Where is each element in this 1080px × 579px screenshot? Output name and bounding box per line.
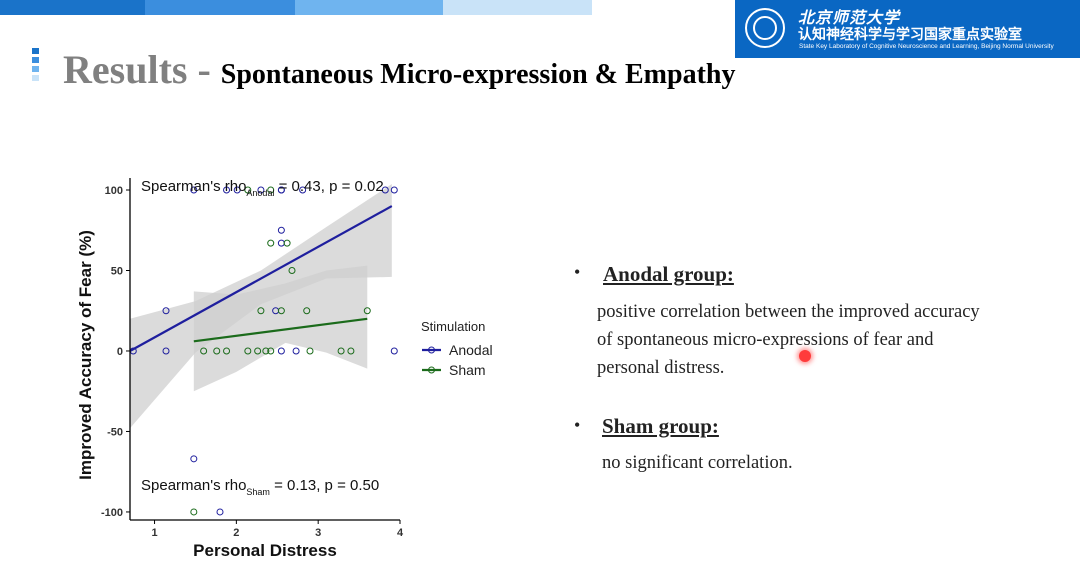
top-bar-segment-3: [295, 0, 443, 15]
y-tick-label: 100: [105, 185, 123, 197]
data-point-sham: [200, 347, 208, 355]
accent-mark: [32, 48, 39, 54]
data-point-anodal: [292, 347, 300, 355]
data-point-sham: [347, 347, 355, 355]
data-point-sham: [306, 347, 314, 355]
data-point-anodal: [390, 186, 398, 194]
y-tick-label: -50: [107, 426, 123, 438]
data-point-anodal: [277, 186, 285, 194]
data-point-anodal: [190, 186, 198, 194]
bullet-dot: •: [574, 262, 581, 282]
title-accent-marks: [32, 48, 39, 84]
data-point-sham: [262, 347, 270, 355]
annotations: Spearman's rhoAnodal = 0.43, p = 0.02 Spe…: [141, 178, 384, 497]
legend-label-anodal: Anodal: [449, 342, 493, 358]
data-point-anodal: [233, 186, 241, 194]
legend-label-sham: Sham: [449, 362, 486, 378]
fit-lines: [129, 205, 393, 352]
x-tick-label: 3: [315, 527, 321, 539]
bullet-line: personal distress.: [597, 358, 725, 378]
data-point-sham: [190, 508, 198, 516]
data-point-sham: [267, 239, 275, 247]
data-points: [129, 186, 398, 516]
data-point-sham: [267, 347, 275, 355]
legend: Stimulation Anodal Sham: [421, 319, 493, 378]
ci-band-anodal: [130, 184, 392, 429]
y-tick-label: -100: [101, 507, 123, 519]
data-point-sham: [283, 239, 291, 247]
title-subtitle: Spontaneous Micro-expression & Empathy: [220, 59, 736, 90]
bullet-line: no significant correlation.: [602, 453, 793, 473]
confidence-bands: [130, 184, 392, 429]
data-point-anodal: [162, 347, 170, 355]
y-tick-label: 50: [111, 265, 123, 277]
y-axis-label: Improved Accuracy of Fear (%): [76, 230, 95, 480]
data-point-sham: [277, 307, 285, 315]
logo-university-name: 北京师范大学: [798, 8, 901, 27]
accent-mark: [32, 66, 39, 72]
data-point-sham: [254, 347, 262, 355]
data-point-sham: [244, 347, 252, 355]
lab-logo: 北京师范大学 认知神经科学与学习国家重点实验室 State Key Labora…: [735, 0, 1080, 58]
data-point-anodal: [162, 307, 170, 315]
bullet-dot: •: [574, 415, 581, 435]
data-point-sham: [213, 347, 221, 355]
fit-line-anodal: [129, 205, 393, 352]
data-point-sham: [303, 307, 311, 315]
bullet-heading-sham: Sham group:: [602, 414, 719, 438]
data-point-anodal: [277, 347, 285, 355]
slide-title: Results - Spontaneous Micro-expression &…: [63, 46, 735, 93]
data-point-sham: [244, 186, 252, 194]
axes: -100 -50 0 50 100 1 2 3 4 Personal Distress Improv…: [76, 178, 404, 560]
university-emblem-icon: [745, 8, 785, 48]
data-point-sham: [337, 347, 345, 355]
accent-mark: [32, 57, 39, 63]
ci-band-sham: [193, 265, 368, 392]
x-axis-label: Personal Distress: [193, 541, 337, 560]
legend-title: Stimulation: [421, 319, 485, 334]
bullet-heading-anodal: Anodal group:: [603, 262, 734, 286]
data-point-anodal: [381, 186, 389, 194]
fit-line-sham: [193, 317, 368, 343]
bullet-line: of spontaneous micro-expressions of fear…: [597, 330, 934, 350]
data-point-sham: [288, 266, 296, 274]
data-point-anodal: [257, 186, 265, 194]
data-point-anodal: [223, 186, 231, 194]
top-bar-segment-4: [443, 0, 592, 15]
laser-pointer-dot: [799, 350, 811, 362]
title-dash: -: [197, 47, 211, 92]
data-point-anodal: [277, 226, 285, 234]
title-main: Results: [63, 47, 188, 92]
x-tick-label: 4: [397, 527, 404, 539]
top-color-bar: [0, 0, 592, 15]
data-point-anodal: [190, 455, 198, 463]
top-bar-segment-2: [145, 0, 295, 15]
logo-lab-name-cn: 认知神经科学与学习国家重点实验室: [798, 27, 1022, 43]
spearman-annotation-anodal: Spearman's rhoAnodal = 0.43, p = 0.02: [141, 178, 384, 198]
data-point-anodal: [216, 508, 224, 516]
x-tick-label: 2: [233, 527, 239, 539]
x-tick-label: 1: [151, 527, 157, 539]
data-point-anodal: [390, 347, 398, 355]
data-point-sham: [363, 307, 371, 315]
data-point-sham: [257, 307, 265, 315]
data-point-sham: [267, 186, 275, 194]
top-bar-segment-1: [0, 0, 145, 15]
spearman-annotation-sham: Spearman's rhoSham = 0.13, p = 0.50: [141, 477, 379, 497]
y-tick-label: 0: [117, 346, 123, 358]
scatter-chart: -100 -50 0 50 100 1 2 3 4 Personal Distress Improv…: [76, 178, 493, 560]
logo-lab-name-en: State Key Laboratory of Cognitive Neuros…: [799, 43, 1054, 50]
data-point-anodal: [299, 186, 307, 194]
legend-marker-anodal: [428, 346, 435, 354]
bullet-line: positive correlation between the improve…: [597, 302, 980, 322]
data-point-sham: [223, 347, 231, 355]
accent-mark: [32, 75, 39, 81]
data-point-anodal: [277, 239, 285, 247]
legend-marker-sham: [428, 366, 435, 374]
